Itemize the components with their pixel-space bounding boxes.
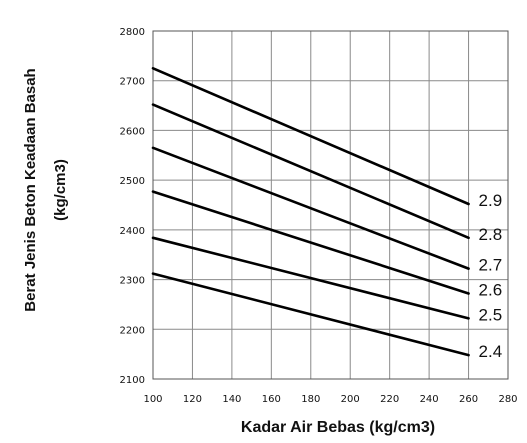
series-line-2.4 bbox=[151, 272, 470, 357]
y-axis-title: Berat Jenis Beton Keadaan Basah (kg/cm3) bbox=[22, 68, 69, 311]
series-label-2.8: 2.8 bbox=[479, 225, 503, 244]
x-axis-ticks: 100 120 140 160 180 200 220 240 260 280 bbox=[143, 394, 517, 405]
y-tick-label-2800: 2800 bbox=[120, 27, 145, 38]
x-tick-label-220: 220 bbox=[380, 394, 399, 405]
y-tick-label-2200: 2200 bbox=[120, 325, 145, 336]
y-axis-title-line2: (kg/cm3) bbox=[52, 159, 69, 221]
series-label-2.4: 2.4 bbox=[479, 342, 503, 361]
x-tick-label-200: 200 bbox=[341, 394, 360, 405]
x-tick-label-280: 280 bbox=[498, 394, 517, 405]
series-label-2.7: 2.7 bbox=[479, 256, 503, 275]
series-lines bbox=[151, 66, 470, 357]
series-line-2.7 bbox=[151, 146, 470, 270]
x-tick-label-260: 260 bbox=[459, 394, 478, 405]
y-tick-label-2600: 2600 bbox=[120, 126, 145, 137]
plot-frame bbox=[152, 30, 509, 380]
x-tick-label-180: 180 bbox=[301, 394, 320, 405]
series-line-2.9 bbox=[151, 66, 470, 206]
y-axis-ticks: 2100 2200 2300 2400 2500 2600 2700 2800 bbox=[120, 27, 145, 386]
series-line-2.8 bbox=[151, 103, 470, 240]
x-tick-label-160: 160 bbox=[262, 394, 281, 405]
y-tick-label-2100: 2100 bbox=[120, 375, 145, 386]
series-label-2.9: 2.9 bbox=[479, 191, 503, 210]
y-tick-label-2400: 2400 bbox=[120, 226, 145, 237]
x-tick-label-140: 140 bbox=[222, 394, 241, 405]
y-tick-label-2300: 2300 bbox=[120, 276, 145, 287]
grid bbox=[152, 30, 509, 380]
y-tick-label-2700: 2700 bbox=[120, 77, 145, 88]
x-tick-label-240: 240 bbox=[420, 394, 439, 405]
series-line-2.6 bbox=[151, 190, 470, 295]
y-axis-title-line1: Berat Jenis Beton Keadaan Basah bbox=[22, 68, 39, 311]
x-tick-label-120: 120 bbox=[183, 394, 202, 405]
series-line-2.5 bbox=[151, 236, 470, 320]
series-label-2.5: 2.5 bbox=[479, 305, 503, 324]
x-tick-label-100: 100 bbox=[143, 394, 162, 405]
series-labels: 2.9 2.8 2.7 2.6 2.5 2.4 bbox=[479, 191, 503, 361]
y-tick-label-2500: 2500 bbox=[120, 176, 145, 187]
series-label-2.6: 2.6 bbox=[479, 280, 503, 299]
x-axis-title: Kadar Air Bebas (kg/cm3) bbox=[241, 419, 435, 436]
